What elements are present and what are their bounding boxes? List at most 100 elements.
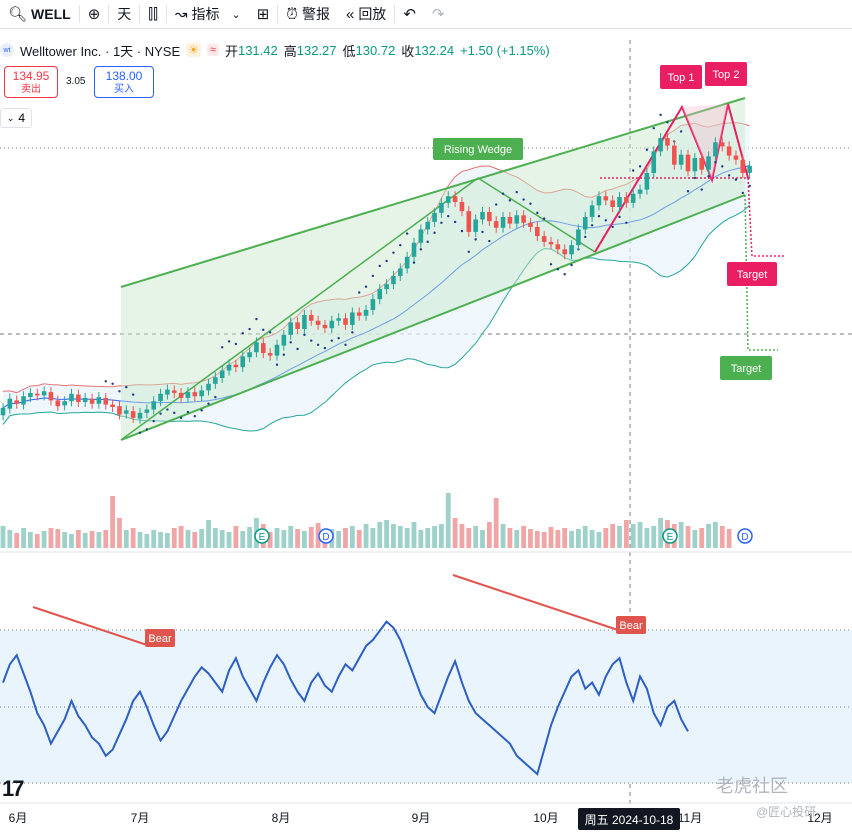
sar-dot (200, 409, 203, 412)
volume-bar (507, 528, 513, 548)
rsi-line (2, 620, 689, 776)
volume-bar (206, 520, 211, 548)
sar-dot (529, 202, 532, 205)
sar-dot (618, 215, 621, 219)
volume-bar (719, 526, 725, 548)
sell-button[interactable]: 134.95 卖出 (4, 66, 58, 98)
sar-dot (741, 191, 744, 195)
volume-bar (459, 524, 465, 548)
top1-label-bg (660, 65, 702, 89)
volume-bar (486, 522, 492, 548)
sar-dot (405, 232, 409, 235)
chevron-down-icon: ⌄ (231, 8, 241, 21)
candle-body (124, 410, 129, 414)
sar-dot (570, 263, 573, 267)
price-chart[interactable]: E D E D Rising Wedge Top 1 Top 2 Target Target Be… (0, 28, 852, 833)
volume-bar (569, 531, 574, 548)
volume-bar (589, 530, 595, 548)
candle-body (89, 398, 95, 404)
rsi-bear-label-2-bg (616, 616, 646, 634)
candle-body (158, 393, 163, 402)
target-lower-label-bg (720, 356, 772, 380)
volume-bar (158, 532, 163, 548)
candle-body (411, 242, 417, 257)
bollinger-upper (2, 122, 750, 394)
sar-dot (207, 402, 210, 405)
candle-body (535, 226, 540, 237)
dividend-marker-ring (318, 528, 334, 544)
sar-dot (632, 169, 635, 172)
volume-bar (651, 526, 657, 548)
buy-button[interactable]: 138.00 买入 (94, 66, 154, 98)
compare-button[interactable]: ⊕ (80, 0, 109, 28)
crosshair-date-label: 周五 2024-10-18 (578, 808, 680, 830)
volume-bar (69, 534, 74, 548)
volume-bar (28, 532, 33, 548)
symbol-search[interactable]: 🔍︎ WELL (0, 0, 79, 28)
earnings-marker: E (254, 528, 270, 544)
candle-body (665, 138, 670, 146)
volume-bar (610, 524, 616, 548)
candle-body (404, 256, 410, 269)
volume-bar (82, 533, 88, 548)
volume-bar (14, 533, 20, 548)
indicators-button[interactable]: ↝ 指标 ⌄ (167, 0, 249, 28)
candle-body (206, 383, 211, 391)
candle-body (329, 320, 335, 329)
candle-body (418, 229, 424, 243)
dividend-marker-label: D (741, 532, 748, 543)
chart-type-button[interactable]: ⫿⫿ (140, 0, 166, 28)
interval-label: 天 (117, 6, 132, 22)
rsi-bear-label-2: Bear (619, 620, 643, 632)
watermark-community: 老虎社区 (716, 776, 788, 796)
volume-bar (75, 530, 81, 548)
candle-body (630, 193, 636, 203)
candle-body (48, 392, 54, 401)
candle-body (350, 312, 355, 325)
candle-body (82, 397, 88, 403)
legend-collapse-button[interactable]: ⌄ 4 (0, 108, 32, 128)
buy-label: 买入 (114, 84, 134, 95)
layouts-button[interactable]: ⊞ (249, 0, 278, 28)
volume-bar (363, 524, 369, 548)
tradingview-logo-icon: 17 (2, 776, 25, 801)
volume-bar (576, 529, 581, 548)
sar-dot (118, 390, 121, 393)
replay-button[interactable]: « 回放 (338, 0, 394, 28)
double-top-fill (682, 104, 728, 180)
sar-dot (330, 339, 333, 342)
sar-dot (481, 230, 484, 234)
sar-dot (447, 214, 450, 218)
volume-bar (123, 530, 129, 548)
volume-bar (110, 496, 115, 548)
dividend-marker-label: D (322, 532, 329, 543)
volume-bar (240, 531, 246, 548)
candle-body (219, 370, 225, 378)
redo-icon: ↷ (431, 6, 445, 23)
interval-button[interactable]: 天 (109, 0, 139, 28)
sar-dot (686, 190, 690, 193)
volume-bar (678, 522, 684, 548)
candle-body (658, 138, 663, 152)
undo-button[interactable]: ↶ (395, 0, 424, 28)
sar-dot (440, 221, 443, 224)
sar-dot (275, 363, 279, 366)
volume-bar (555, 530, 561, 548)
candle-body (445, 196, 451, 203)
sar-dot (597, 214, 601, 218)
candle-body (514, 215, 520, 224)
rising-wedge-label-bg (433, 138, 523, 160)
volume-bar (103, 530, 109, 548)
alert-button[interactable]: ⏰︎ 警报 (278, 0, 338, 28)
indicators-icon: ↝ (174, 6, 188, 23)
sar-dot (337, 336, 340, 340)
sar-dot (241, 331, 244, 335)
volume-bar (500, 524, 506, 548)
volume-bar (281, 530, 287, 548)
sar-dot (707, 175, 710, 178)
sar-dot (296, 347, 299, 351)
volume-bar (541, 532, 547, 548)
redo-button[interactable]: ↷ (424, 0, 453, 28)
volume-bar (617, 526, 622, 548)
sar-dot (604, 219, 607, 222)
